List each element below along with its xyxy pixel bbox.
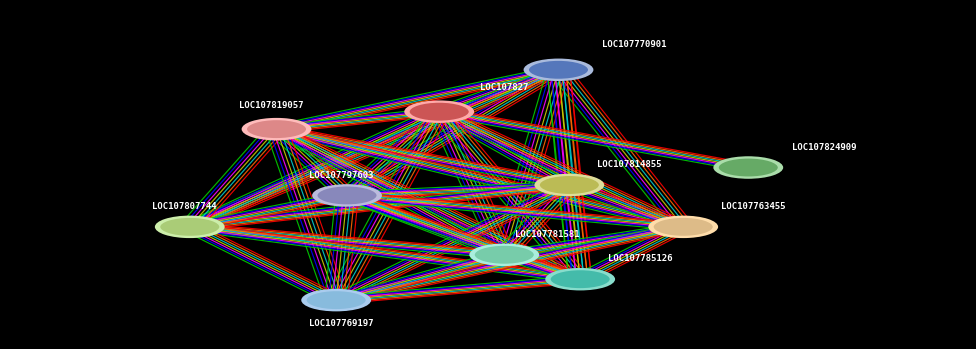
Ellipse shape: [469, 244, 539, 266]
Text: LOC107785126: LOC107785126: [608, 254, 672, 263]
Text: LOC107819057: LOC107819057: [239, 101, 304, 110]
Ellipse shape: [302, 289, 371, 311]
Text: LOC107769197: LOC107769197: [309, 319, 374, 328]
Text: LOC107824909: LOC107824909: [792, 143, 856, 152]
Ellipse shape: [474, 245, 535, 265]
Ellipse shape: [242, 118, 311, 140]
Ellipse shape: [305, 290, 367, 310]
Ellipse shape: [718, 158, 779, 177]
Text: LOC107814855: LOC107814855: [596, 160, 661, 169]
Text: LOC107781581: LOC107781581: [515, 230, 580, 239]
Ellipse shape: [539, 175, 599, 195]
Ellipse shape: [316, 186, 378, 205]
Ellipse shape: [404, 101, 474, 123]
Ellipse shape: [312, 184, 382, 207]
Ellipse shape: [549, 269, 611, 289]
Ellipse shape: [546, 268, 615, 290]
Ellipse shape: [528, 60, 589, 80]
Ellipse shape: [523, 59, 593, 81]
Text: LOC107797603: LOC107797603: [309, 171, 374, 180]
Ellipse shape: [648, 216, 718, 238]
Text: LOC107827: LOC107827: [480, 83, 528, 92]
Ellipse shape: [535, 174, 604, 196]
Ellipse shape: [409, 102, 469, 121]
Ellipse shape: [159, 217, 221, 237]
Ellipse shape: [246, 119, 306, 139]
Text: LOC107770901: LOC107770901: [602, 40, 667, 49]
Ellipse shape: [713, 156, 783, 179]
Text: LOC107763455: LOC107763455: [721, 202, 786, 211]
Text: LOC107807744: LOC107807744: [152, 202, 217, 211]
Ellipse shape: [155, 216, 224, 238]
Ellipse shape: [653, 217, 713, 237]
